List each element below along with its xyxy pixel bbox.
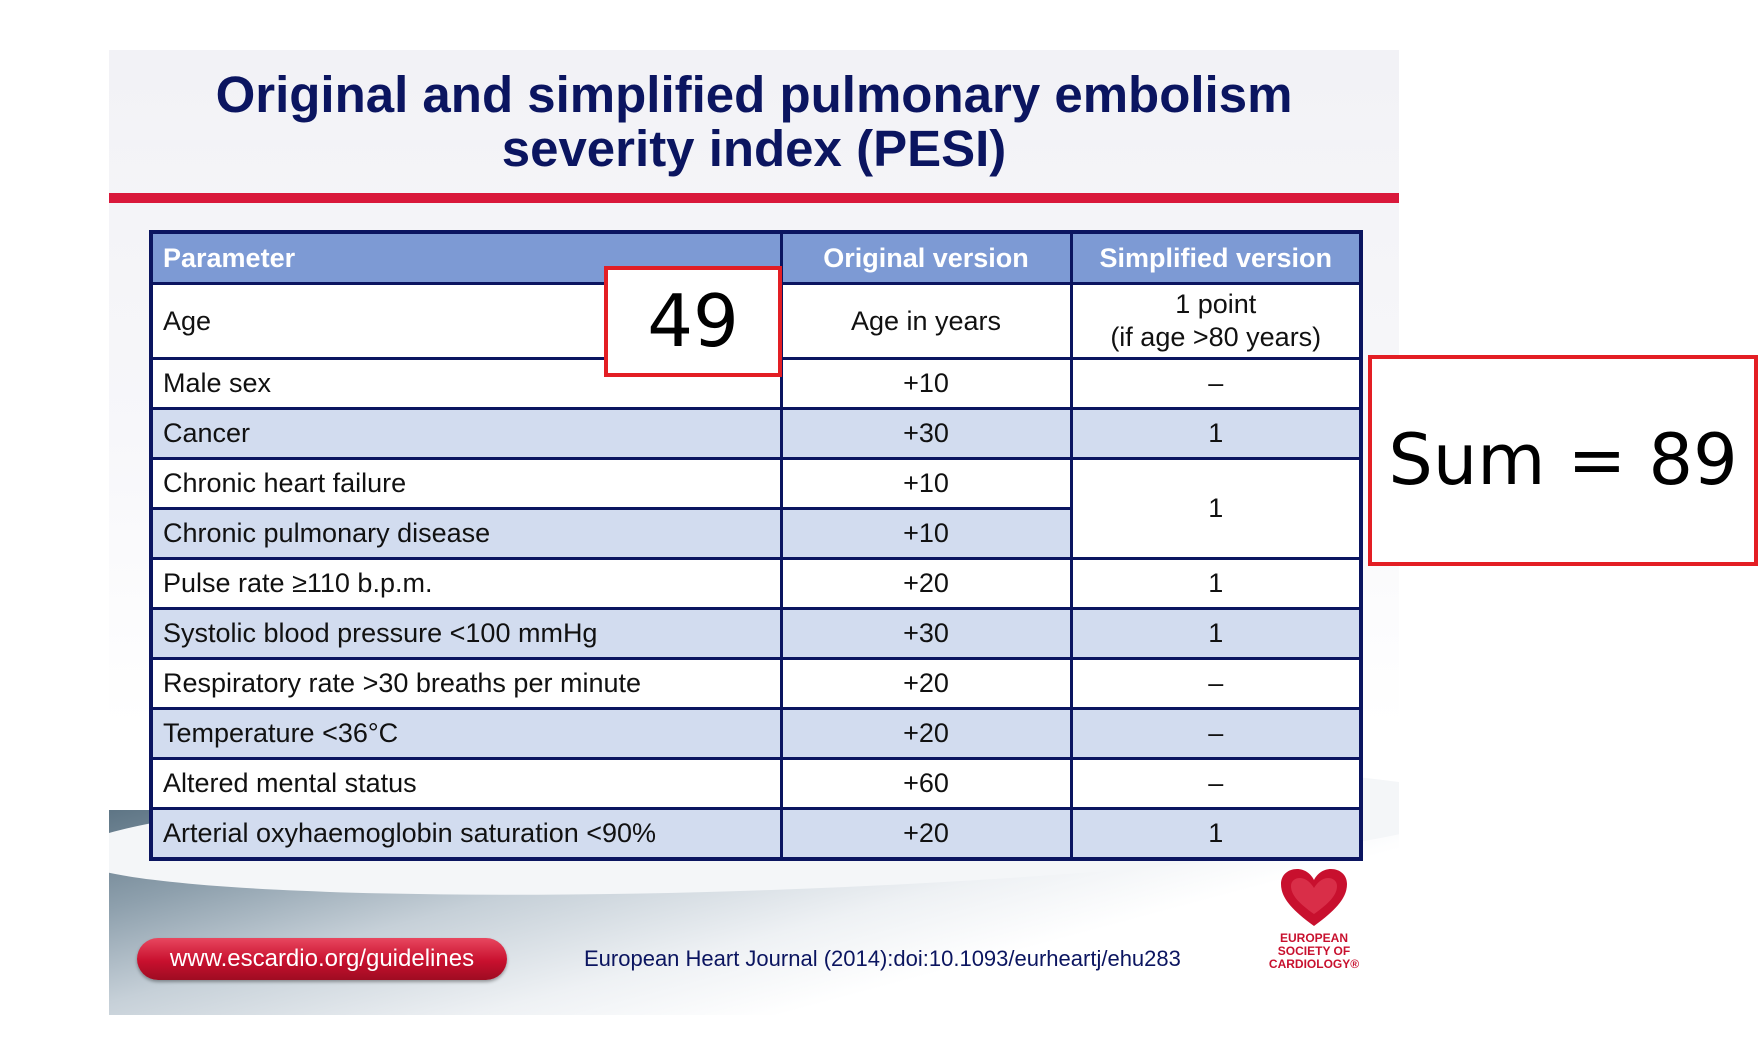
row-simplified: – — [1069, 707, 1363, 760]
row-original: +30 — [779, 407, 1073, 460]
row-original: +30 — [779, 607, 1073, 660]
age-value-annotation: 49 — [604, 266, 782, 377]
row-parameter: Cancer — [149, 407, 783, 460]
simplified-line-2: (if age >80 years) — [1110, 322, 1322, 352]
header-simplified: Simplified version — [1069, 230, 1363, 285]
table-row: Chronic pulmonary disease +10 — [149, 507, 1361, 560]
row-simplified: – — [1069, 657, 1363, 710]
esc-logo: EUROPEAN SOCIETY OF CARDIOLOGY® — [1259, 868, 1369, 1013]
row-parameter: Respiratory rate >30 breaths per minute — [149, 657, 783, 710]
table-row: Temperature <36°C +20 – — [149, 707, 1363, 760]
row-simplified: 1 — [1069, 607, 1363, 660]
row-simplified: 1 — [1069, 407, 1363, 460]
row-original: +20 — [779, 807, 1073, 861]
title-line-2: severity index (PESI) — [501, 120, 1007, 177]
table-row: Altered mental status +60 – — [149, 757, 1363, 810]
row-parameter: Arterial oxyhaemoglobin saturation <90% — [149, 807, 783, 861]
title-divider — [109, 193, 1399, 203]
row-original: +60 — [779, 757, 1073, 810]
table-row: Chronic heart failure +10 1 — [149, 457, 1363, 560]
row-simplified: – — [1069, 757, 1363, 810]
row-original: +10 — [779, 357, 1073, 410]
logo-line-3: CARDIOLOGY® — [1268, 957, 1360, 971]
row-simplified: – — [1069, 357, 1363, 410]
journal-reference: European Heart Journal (2014):doi:10.109… — [584, 946, 1181, 971]
slide-title: Original and simplified pulmonary emboli… — [109, 68, 1399, 176]
row-parameter: Altered mental status — [149, 757, 783, 810]
heart-icon — [1279, 868, 1349, 928]
table-row: Respiratory rate >30 breaths per minute … — [149, 657, 1363, 710]
title-line-1: Original and simplified pulmonary emboli… — [215, 66, 1293, 123]
row-original: +20 — [779, 657, 1073, 710]
logo-line-2: SOCIETY OF — [1277, 944, 1351, 958]
row-original: +20 — [779, 707, 1073, 760]
header-original: Original version — [779, 230, 1073, 285]
row-simplified: 1 — [1069, 557, 1363, 610]
row-simplified-merged: 1 — [1069, 457, 1363, 560]
table-header-row: Parameter Original version Simplified ve… — [149, 230, 1363, 285]
slide: Original and simplified pulmonary emboli… — [109, 50, 1399, 1015]
table-row: Pulse rate ≥110 b.p.m. +20 1 — [149, 557, 1363, 610]
row-parameter: Pulse rate ≥110 b.p.m. — [149, 557, 783, 610]
row-simplified: 1 point (if age >80 years) — [1069, 282, 1363, 360]
row-parameter: Chronic pulmonary disease — [149, 507, 783, 560]
row-parameter: Temperature <36°C — [149, 707, 783, 760]
guidelines-link[interactable]: www.escardio.org/guidelines — [137, 938, 507, 980]
row-parameter: Chronic heart failure — [149, 457, 783, 510]
esc-logo-text: EUROPEAN SOCIETY OF CARDIOLOGY® — [1259, 932, 1369, 971]
table-row: Arterial oxyhaemoglobin saturation <90% … — [149, 807, 1363, 861]
row-original: +20 — [779, 557, 1073, 610]
sum-annotation: Sum = 89 — [1368, 355, 1758, 566]
logo-line-1: EUROPEAN — [1279, 931, 1348, 945]
table-row: Cancer +30 1 — [149, 407, 1363, 460]
row-original: Age in years — [779, 282, 1073, 360]
row-original: +10 — [779, 507, 1073, 560]
table-row: Male sex +10 – — [149, 357, 1363, 410]
header-parameter: Parameter — [149, 230, 783, 285]
simplified-line-1: 1 point — [1175, 289, 1257, 319]
row-original: +10 — [779, 457, 1073, 510]
row-simplified: 1 — [1069, 807, 1363, 861]
table-row: Systolic blood pressure <100 mmHg +30 1 — [149, 607, 1363, 660]
row-parameter: Systolic blood pressure <100 mmHg — [149, 607, 783, 660]
